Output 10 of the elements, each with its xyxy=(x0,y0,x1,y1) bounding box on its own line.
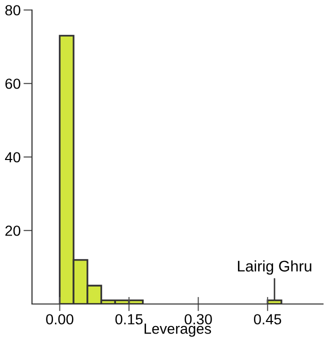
x-axis-title: Leverages xyxy=(144,324,212,337)
y-tick-label: 20 xyxy=(5,226,20,236)
x-tick-label: 0.30 xyxy=(184,314,212,324)
x-tick-label: 0.15 xyxy=(115,314,143,324)
annotation: Lairig Ghru xyxy=(238,260,312,275)
y-tick-label: 80 xyxy=(5,5,20,16)
y-tick-label: 60 xyxy=(5,78,20,89)
y-tick-label: 40 xyxy=(5,152,20,162)
x-tick-label: 0.00 xyxy=(46,314,74,324)
x-tick-label: 0.45 xyxy=(254,314,282,324)
